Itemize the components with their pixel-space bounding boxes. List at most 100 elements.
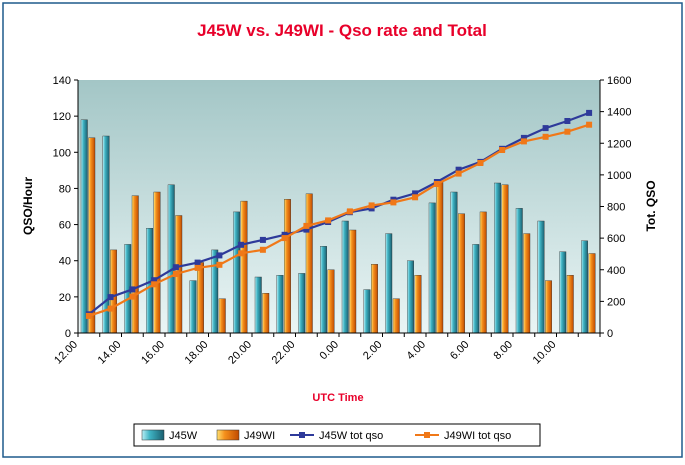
y2-tick-label: 1200 xyxy=(607,138,631,150)
y-tick-label: 80 xyxy=(59,183,71,195)
y2-tick-label: 600 xyxy=(607,233,625,245)
lines-group xyxy=(85,109,593,319)
series-line-j45w-tot xyxy=(88,111,590,316)
legend-label: J49WI xyxy=(244,430,275,442)
point-j45w-tot xyxy=(303,226,310,233)
bar-j45w xyxy=(254,276,262,334)
bar-j49wi xyxy=(131,195,139,334)
plot-area xyxy=(78,80,600,333)
point-j45w-tot xyxy=(520,134,527,141)
bar-j45w xyxy=(80,119,88,334)
y2-axis-label: Tot. QSO xyxy=(644,180,658,231)
point-j45w-tot xyxy=(281,231,288,238)
point-j49wi-tot xyxy=(151,281,158,288)
legend-box xyxy=(133,423,541,447)
point-j49wi-tot xyxy=(172,271,179,277)
point-j49wi-tot xyxy=(368,202,375,209)
point-j45w-tot xyxy=(455,166,462,173)
y-tick-label: 60 xyxy=(59,220,71,232)
y2-tick-label: 1600 xyxy=(607,75,631,87)
bar-j49wi xyxy=(262,293,270,334)
bar-j45w xyxy=(581,240,588,334)
bar-j49wi xyxy=(501,184,509,334)
bar-j49wi xyxy=(545,280,552,334)
point-j49wi-tot xyxy=(455,170,462,177)
point-j49wi-tot xyxy=(85,312,92,319)
bar-j45w xyxy=(320,246,327,334)
point-j49wi-tot xyxy=(129,293,136,300)
point-j45w-tot xyxy=(564,118,571,124)
legend-marker xyxy=(424,432,430,438)
x-axis-label: UTC Time xyxy=(312,392,363,404)
bar-j49wi xyxy=(197,262,205,334)
chart-title: J45W vs. J49WI - Qso rate and Total xyxy=(197,21,487,40)
y-tick-label: 20 xyxy=(59,292,71,304)
legend-label: J45W xyxy=(169,430,198,442)
series-line-j49wi-tot xyxy=(88,123,590,317)
y-tick-label: 140 xyxy=(53,75,71,87)
bar-j49wi xyxy=(458,213,465,334)
y-axis-label: QSO/Hour xyxy=(21,177,35,235)
bar-j45w xyxy=(515,208,523,334)
bar-j45w xyxy=(428,202,436,334)
point-j45w-tot xyxy=(542,125,549,132)
point-j49wi-tot xyxy=(477,160,484,166)
legend: J45W J49WI J45W tot qso J49WI tot qso xyxy=(133,423,541,447)
point-j49wi-tot xyxy=(303,222,310,229)
y2-tick-label: 0 xyxy=(607,328,613,340)
point-j45w-tot xyxy=(412,190,419,197)
point-j49wi-tot xyxy=(564,128,571,135)
bar-j49wi xyxy=(153,191,161,334)
point-j49wi-tot xyxy=(107,305,114,312)
point-j49wi-tot xyxy=(520,138,527,145)
point-j45w-tot xyxy=(194,259,201,266)
bar-j45w xyxy=(363,289,371,334)
bar-j49wi xyxy=(240,200,248,334)
bar-j49wi xyxy=(436,180,444,334)
bar-j45w xyxy=(167,184,175,334)
bars-group xyxy=(80,119,596,334)
point-j45w-tot xyxy=(129,286,136,293)
point-j49wi-tot xyxy=(542,133,549,140)
bar-j49wi xyxy=(523,233,531,334)
bar-j49wi xyxy=(414,275,422,334)
bar-j49wi xyxy=(305,193,313,334)
point-j45w-tot xyxy=(238,241,245,248)
legend-swatch xyxy=(216,429,240,441)
point-j49wi-tot xyxy=(194,264,201,271)
legend-marker xyxy=(299,432,305,438)
bar-j49wi xyxy=(349,229,357,334)
bar-j49wi xyxy=(327,269,335,334)
bar-j45w xyxy=(472,244,480,334)
bar-j45w xyxy=(494,182,501,334)
point-j45w-tot xyxy=(151,277,158,284)
point-j49wi-tot xyxy=(281,235,288,242)
bar-j45w xyxy=(407,260,414,334)
y2-tick-label: 200 xyxy=(607,296,625,308)
point-j49wi-tot xyxy=(238,250,245,257)
y-tick-label: 100 xyxy=(53,147,71,159)
point-j49wi-tot xyxy=(346,208,353,215)
point-j45w-tot xyxy=(259,236,266,243)
y-tick-label: 120 xyxy=(53,111,71,123)
y2-tick-label: 1000 xyxy=(607,170,631,182)
bar-j49wi xyxy=(588,253,596,334)
bar-j45w xyxy=(341,220,349,334)
point-j45w-tot xyxy=(107,294,114,301)
point-j45w-tot xyxy=(586,109,593,116)
bar-j45w xyxy=(298,273,306,334)
point-j49wi-tot xyxy=(216,261,223,268)
point-j49wi-tot xyxy=(586,121,593,128)
bar-j45w xyxy=(189,280,197,334)
bar-j49wi xyxy=(371,264,378,334)
y2-tick-label: 800 xyxy=(607,202,625,214)
bar-j45w xyxy=(559,251,567,334)
point-j45w-tot xyxy=(172,264,179,271)
bar-j49wi xyxy=(88,137,96,334)
bar-j45w xyxy=(537,220,545,334)
legend-label: J45W tot qso xyxy=(319,430,383,442)
point-j49wi-tot xyxy=(433,181,440,187)
point-j49wi-tot xyxy=(412,194,419,201)
